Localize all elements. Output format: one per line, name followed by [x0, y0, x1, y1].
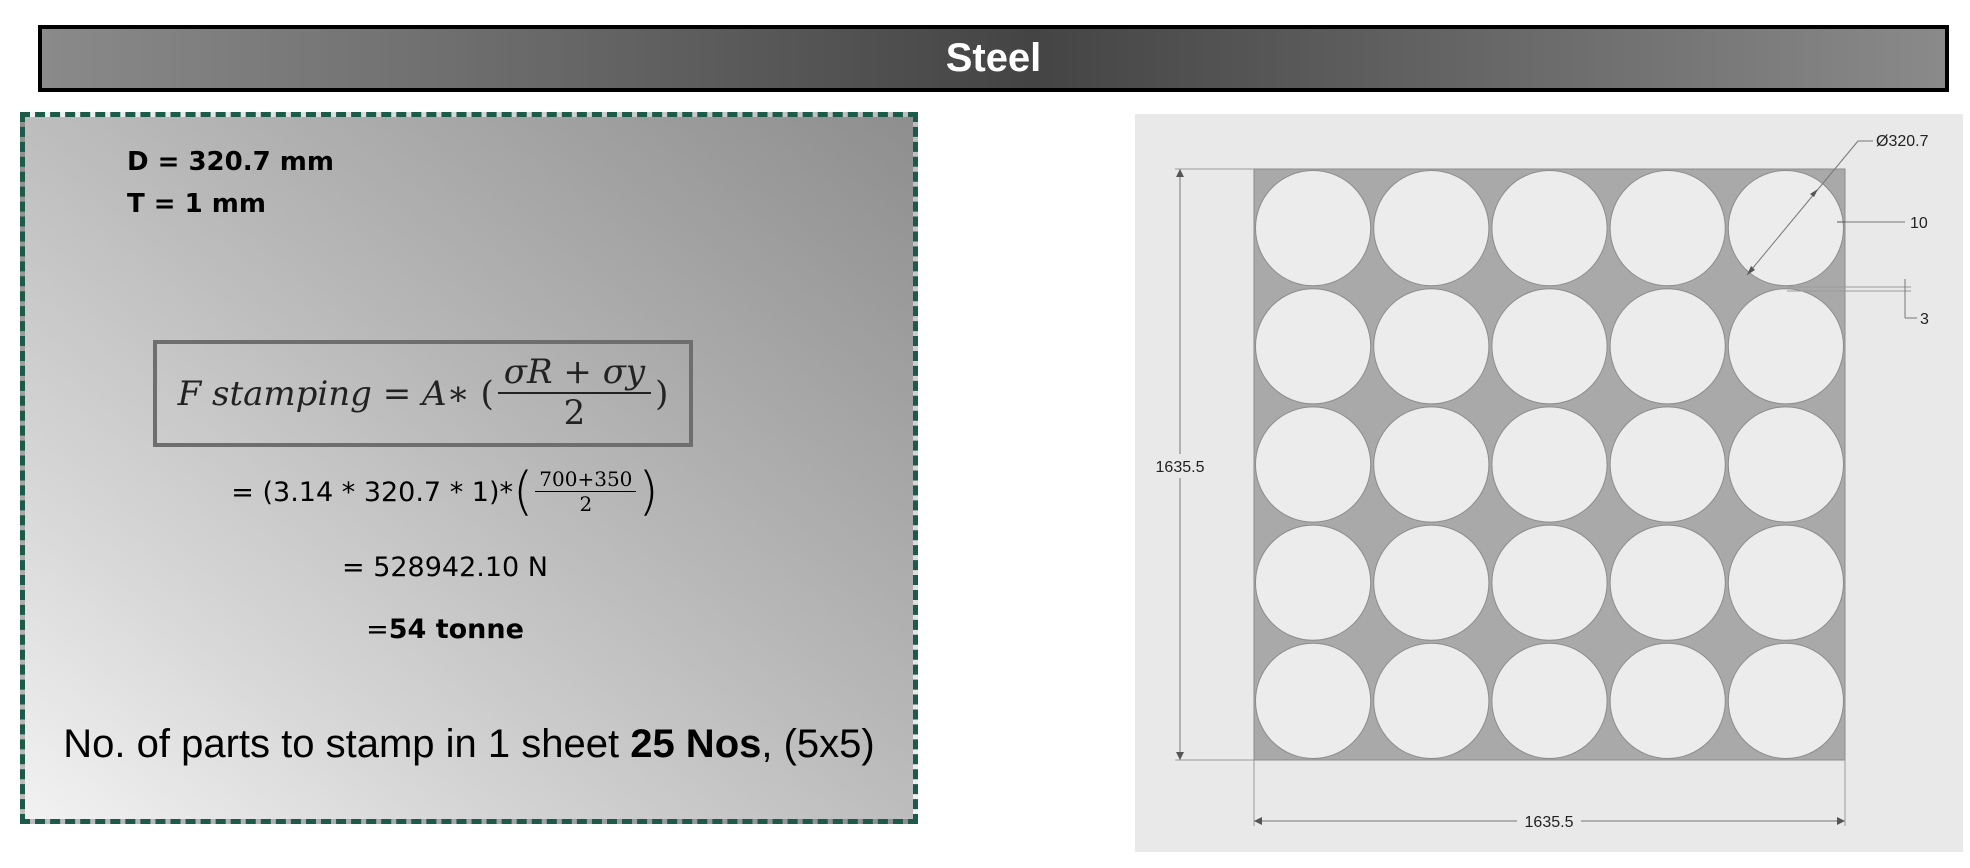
diameter-arrow-inner	[1747, 266, 1755, 275]
width-arrow-right	[1837, 817, 1845, 825]
title-bar: Steel	[38, 25, 1949, 92]
circular-blank	[1609, 642, 1726, 760]
open-paren: (	[513, 462, 534, 522]
width-label-bg	[1517, 810, 1581, 832]
circular-blank	[1255, 288, 1372, 405]
circular-blank	[1727, 642, 1845, 760]
circular-blank	[1373, 406, 1490, 523]
height-label-bg	[1153, 454, 1207, 478]
calc-force-tonne-prefix: =	[366, 613, 389, 645]
circular-blank	[1609, 170, 1726, 287]
circular-blank	[1255, 170, 1372, 287]
calc-force-newton: = 528942.10 N	[25, 547, 865, 587]
calc-fraction-numerator: 700+350	[535, 468, 637, 492]
formula-operator: ∗ (	[446, 373, 494, 414]
close-paren: )	[638, 462, 659, 522]
sheet-layout-svg: 1635.5 1635.5 Ø320.7 10 3	[1153, 133, 1929, 832]
formula-fraction: σR + σy 2	[497, 353, 652, 433]
calc-force-tonne: = 54 tonne	[25, 609, 865, 649]
calc-force-newton-value: = 528942.10 N	[342, 551, 548, 583]
page-title: Steel	[945, 36, 1042, 80]
parts-prefix: No. of parts to stamp in 1 sheet	[63, 722, 631, 766]
circular-blank	[1255, 642, 1372, 760]
circular-blank	[1255, 406, 1372, 523]
circular-blank	[1491, 406, 1608, 523]
circular-blank	[1373, 642, 1490, 760]
calculation-panel: D = 320.7 mm T = 1 mm F stamping = A ∗ (…	[20, 112, 918, 824]
calc-substitution-prefix: = (3.14 * 320.7 * 1)*	[231, 476, 513, 508]
circular-blank	[1727, 288, 1845, 405]
thickness-label: T = 1 mm	[127, 189, 266, 219]
circular-blank	[1373, 170, 1490, 287]
calc-substitution-line: = (3.14 * 320.7 * 1)* ( 700+350 2 )	[25, 457, 865, 527]
circular-blank	[1727, 524, 1845, 641]
circular-blank	[1491, 288, 1608, 405]
stamping-force-formula: F stamping = A ∗ ( σR + σy 2 )	[153, 340, 693, 447]
diameter-arrow-outer	[1810, 189, 1818, 197]
circular-blank	[1609, 288, 1726, 405]
circular-blank	[1255, 524, 1372, 641]
calc-fraction: 700+350 2	[535, 468, 637, 516]
diameter-leader-line	[1746, 140, 1859, 276]
height-arrow-top	[1176, 169, 1184, 177]
formula-close: )	[655, 373, 669, 414]
parts-per-sheet-text: No. of parts to stamp in 1 sheet 25 Nos,…	[25, 722, 913, 767]
circular-blank	[1609, 406, 1726, 523]
blank-grid	[1255, 170, 1845, 760]
formula-lhs: F stamping = A	[177, 373, 447, 414]
calc-fraction-denominator: 2	[579, 492, 593, 516]
calc-force-tonne-value: 54 tonne	[388, 613, 524, 645]
circular-blank	[1373, 524, 1490, 641]
web-gap-label: 3	[1920, 311, 1929, 328]
circular-blank	[1609, 524, 1726, 641]
sheet-layout-drawing: 1635.5 1635.5 Ø320.7 10 3	[1135, 114, 1963, 852]
width-dimension-label: 1635.5	[1525, 814, 1574, 831]
circular-blank	[1491, 642, 1608, 760]
diameter-label: Ø320.7	[1876, 133, 1929, 150]
parts-count: 25 Nos	[630, 722, 762, 766]
circular-blank	[1373, 288, 1490, 405]
width-arrow-left	[1254, 817, 1262, 825]
height-dimension-label: 1635.5	[1156, 459, 1205, 476]
circular-blank	[1727, 406, 1845, 523]
circular-blank	[1491, 170, 1608, 287]
parts-suffix: , (5x5)	[761, 722, 875, 766]
formula-numerator: σR + σy	[497, 353, 652, 394]
height-arrow-bottom	[1176, 752, 1184, 760]
diameter-label: D = 320.7 mm	[127, 147, 334, 177]
circular-blank	[1491, 524, 1608, 641]
formula-denominator: 2	[563, 392, 586, 433]
edge-gap-label: 10	[1910, 215, 1928, 232]
